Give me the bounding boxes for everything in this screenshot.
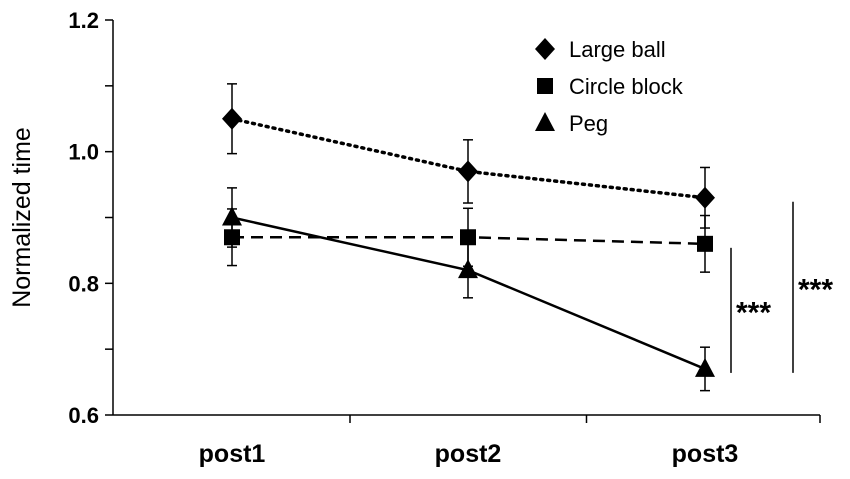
significance-annotations: *** *** xyxy=(730,201,833,373)
data-point-circle-block xyxy=(697,235,713,252)
x-tick-label: post1 xyxy=(199,440,266,468)
y-tick-label: 0.6 xyxy=(68,403,99,428)
legend-marker-peg xyxy=(535,112,555,131)
y-tick-label: 1.2 xyxy=(68,8,99,33)
series-line-large-ball xyxy=(230,117,707,200)
y-axis-title: Normalized time xyxy=(8,127,36,308)
data-point-large-ball xyxy=(222,107,242,130)
data-point-peg xyxy=(695,357,715,377)
axes: 0.6 0.8 1.0 1.2 post1 post2 post3 Normalized ti… xyxy=(8,8,821,468)
data-point-large-ball xyxy=(695,186,715,209)
series-peg xyxy=(222,187,715,392)
significance-label: *** xyxy=(798,273,833,306)
legend-marker-circle-block xyxy=(537,78,553,94)
legend-label-large-ball: Large ball xyxy=(569,37,666,62)
x-tick-label: post2 xyxy=(435,440,502,468)
data-point-peg xyxy=(458,259,478,279)
y-tick-label: 0.8 xyxy=(68,271,99,296)
legend: Large ball Circle block Peg xyxy=(535,37,684,136)
data-point-large-ball xyxy=(458,160,478,183)
series-large-ball xyxy=(222,83,715,229)
significance-label: *** xyxy=(736,296,771,329)
legend-label-circle-block: Circle block xyxy=(569,74,684,99)
legend-label-peg: Peg xyxy=(569,111,608,136)
y-tick-label: 1.0 xyxy=(68,140,99,165)
x-tick-label: post3 xyxy=(672,440,739,468)
data-point-peg xyxy=(222,206,242,226)
legend-marker-large-ball xyxy=(535,38,555,60)
series-layer xyxy=(222,83,715,392)
data-point-circle-block xyxy=(460,229,476,246)
